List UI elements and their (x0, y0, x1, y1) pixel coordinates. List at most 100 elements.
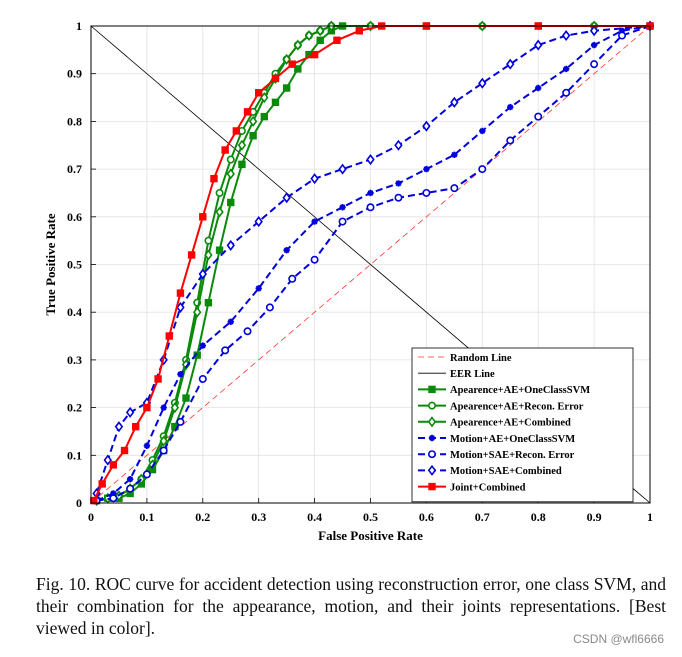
y-tick-label: 0.7 (67, 162, 82, 176)
y-tick-label: 0 (76, 496, 82, 510)
series-line (96, 25, 651, 502)
data-point (170, 402, 180, 414)
data-point (249, 132, 257, 140)
data-point (271, 74, 280, 83)
data-point (288, 274, 297, 283)
data-point (193, 351, 201, 359)
data-point (226, 155, 235, 164)
x-tick-label: 0.8 (531, 510, 546, 524)
y-tick-label: 0.9 (67, 67, 82, 81)
data-point (260, 112, 268, 121)
data-point (333, 36, 341, 45)
legend-label: Motion+SAE+Combined (450, 466, 562, 477)
data-point (450, 96, 459, 108)
data-point (355, 27, 364, 35)
roc-chart: 0 0.1 0.2 0.3 0.4 0.5 0.6 0.7 0.8 0.9 1 0 0.1 0.2 0.3 0… (43, 19, 655, 543)
x-tick-label: 0.1 (139, 510, 154, 524)
x-tick-label: 0.4 (307, 510, 322, 524)
x-tick-label: 0.6 (419, 510, 434, 524)
data-point (199, 342, 206, 349)
data-point (114, 421, 124, 433)
data-point (177, 371, 184, 378)
data-point (204, 249, 213, 261)
y-tick-label: 1 (76, 19, 82, 33)
data-point (427, 401, 436, 410)
series-line (90, 25, 651, 504)
data-point (427, 464, 437, 476)
data-point (428, 385, 436, 394)
data-point (238, 160, 246, 169)
data-point (535, 84, 542, 92)
data-point (125, 406, 135, 418)
data-point (533, 39, 543, 51)
data-point (293, 39, 303, 51)
data-point (176, 289, 185, 297)
data-point (428, 434, 436, 442)
x-tick-label: 0.9 (587, 510, 602, 524)
data-point (478, 77, 487, 89)
x-tick-label: 0.7 (475, 510, 490, 524)
y-tick-label: 0.8 (67, 114, 82, 128)
data-point (248, 115, 258, 127)
data-point (427, 450, 436, 459)
data-point (98, 480, 106, 488)
figure-caption: Fig. 10. ROC curve for accident detectio… (36, 574, 666, 638)
data-point (126, 484, 135, 493)
data-point (126, 475, 134, 483)
data-point (265, 303, 274, 312)
data-point (534, 112, 543, 121)
x-tick-label: 0.2 (195, 510, 210, 524)
data-point (315, 25, 325, 37)
legend-label: Joint+Combined (450, 482, 526, 493)
data-point (215, 206, 224, 218)
data-point (243, 108, 252, 116)
data-point (367, 189, 374, 197)
data-point (618, 31, 627, 40)
legend-label: EER Line (450, 369, 495, 380)
legend-label: Random Line (450, 353, 512, 364)
x-axis-label: False Positive Rate (318, 528, 423, 543)
y-axis-label: True Positive Rate (43, 213, 58, 316)
data-point (226, 168, 235, 180)
data-point (562, 88, 571, 97)
legend: Random Line EER Line Apearence+AE+OneClass… (411, 347, 634, 503)
data-point (159, 446, 168, 455)
data-point (562, 65, 570, 73)
data-point (109, 494, 118, 503)
data-point (394, 193, 403, 202)
data-point (176, 417, 185, 426)
data-point (478, 165, 487, 174)
data-point (589, 25, 599, 37)
data-point (142, 470, 151, 479)
data-point (338, 217, 347, 226)
x-tick-label: 0.5 (363, 510, 378, 524)
data-point (311, 218, 318, 225)
x-tick-label: 1 (647, 510, 653, 524)
data-point (294, 65, 302, 73)
data-point (154, 375, 162, 383)
data-point (282, 53, 291, 65)
data-point (450, 184, 459, 193)
watermark: CSDN @wfl6666 (573, 632, 664, 646)
data-point (422, 188, 431, 197)
data-point (143, 442, 151, 449)
data-point (428, 482, 436, 491)
data-point (561, 30, 571, 42)
data-point (506, 136, 515, 145)
data-point (187, 251, 196, 259)
series-line (96, 25, 651, 502)
x-tick-label: 0.3 (251, 510, 266, 524)
x-tick-label: 0 (88, 510, 94, 524)
data-point (254, 216, 263, 228)
legend-label: Apearence+AE+Combined (450, 418, 571, 429)
data-point (339, 204, 346, 211)
data-point (394, 139, 403, 151)
data-point (221, 146, 229, 154)
data-point (199, 213, 207, 221)
legend-label: Motion+AE+OneClassSVM (450, 434, 575, 445)
data-point (271, 98, 280, 107)
data-point (110, 490, 117, 497)
data-point (506, 58, 515, 70)
data-point (451, 151, 458, 158)
data-point (507, 103, 514, 111)
